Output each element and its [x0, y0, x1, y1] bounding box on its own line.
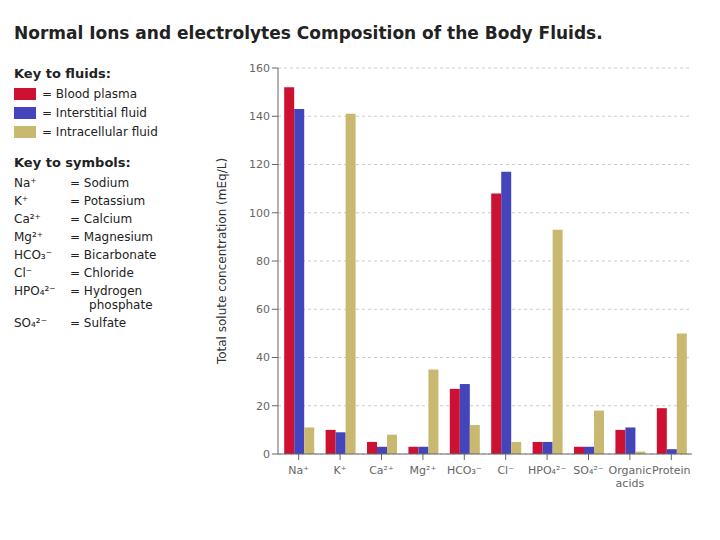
html-text:Na⁺: Na⁺ — [14, 176, 37, 190]
svg-text:140: 140 — [249, 110, 270, 123]
html-text:Key to fluids:: Key to fluids: — [14, 66, 111, 81]
svg-text:0: 0 — [263, 448, 270, 461]
svg-text:40: 40 — [256, 351, 270, 364]
svg-text:Total solute concentration (mE: Total solute concentration (mEq/L) — [215, 158, 229, 365]
html-text:= Potassium: = Potassium — [70, 194, 146, 208]
svg-text:Ca²⁺: Ca²⁺ — [369, 464, 394, 477]
svg-text:60: 60 — [256, 303, 270, 316]
html-text:Normal Ions and electrolytes C: Normal Ions and electrolytes Composition… — [14, 23, 603, 43]
html-text:Ca²⁺: Ca²⁺ — [14, 212, 41, 226]
svg-text:Protein: Protein — [652, 464, 691, 477]
html-text:= Magnesium: = Magnesium — [70, 230, 154, 244]
html-text:= Bicarbonate: = Bicarbonate — [70, 248, 157, 262]
svg-text:Mg²⁺: Mg²⁺ — [410, 464, 437, 477]
html-text:= Sulfate: = Sulfate — [70, 316, 127, 330]
html-text:HCO₃⁻: HCO₃⁻ — [14, 248, 52, 262]
svg-text:HPO₄²⁻: HPO₄²⁻ — [528, 464, 566, 477]
html-text:K⁺: K⁺ — [14, 194, 29, 208]
html-text:= Sodium: = Sodium — [70, 176, 130, 190]
svg-text:80: 80 — [256, 255, 270, 268]
html-text:HPO₄²⁻: HPO₄²⁻ — [14, 284, 56, 298]
html-text:Cl⁻: Cl⁻ — [14, 266, 32, 280]
svg-text:HCO₃⁻: HCO₃⁻ — [447, 464, 482, 477]
html-text:= Interstitial fluid: = Interstitial fluid — [42, 106, 147, 120]
svg-text:K⁺: K⁺ — [334, 464, 347, 477]
html-text:= Hydrogen phosphate: = Hydrogen phosphate — [70, 284, 153, 312]
html-text:= Calcium: = Calcium — [70, 212, 133, 226]
svg-text:160: 160 — [249, 62, 270, 75]
html-text:Mg²⁺: Mg²⁺ — [14, 230, 44, 244]
svg-text:100: 100 — [249, 207, 270, 220]
html-text:Key to symbols:: Key to symbols: — [14, 155, 131, 170]
html-text:SO₄²⁻: SO₄²⁻ — [14, 316, 47, 330]
svg-text:20: 20 — [256, 400, 270, 413]
svg-text:Na⁺: Na⁺ — [288, 464, 309, 477]
html-text:= Chloride: = Chloride — [70, 266, 134, 280]
html-text:= Blood plasma: = Blood plasma — [42, 87, 138, 101]
html-text:= Intracellular fluid: = Intracellular fluid — [42, 125, 158, 139]
svg-text:SO₄²⁻: SO₄²⁻ — [573, 464, 603, 477]
svg-text:Organicacids: Organicacids — [609, 464, 652, 490]
svg-text:120: 120 — [249, 158, 270, 171]
svg-text:Cl⁻: Cl⁻ — [497, 464, 514, 477]
